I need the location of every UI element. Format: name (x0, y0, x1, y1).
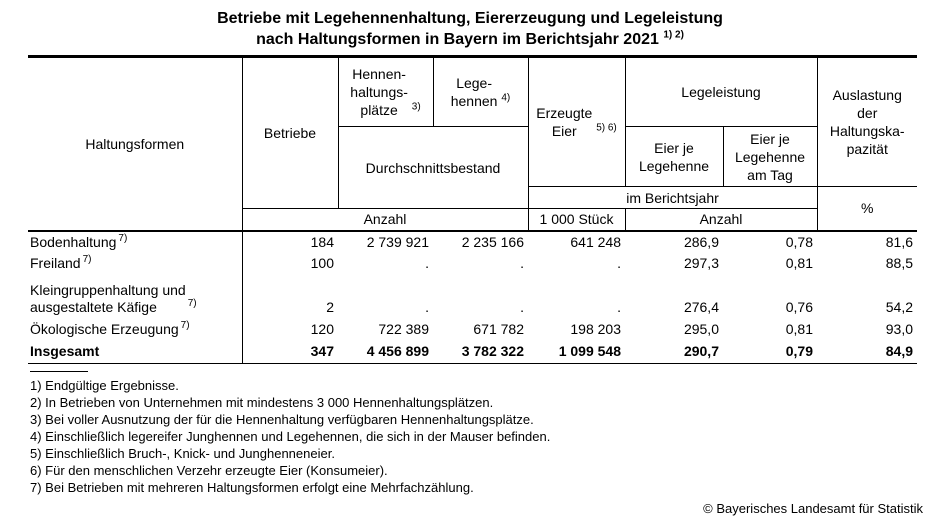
row-label: Freiland 7) (28, 252, 243, 275)
header-row-2: Durchschnittsbestand Eier je Legehenne E… (28, 126, 917, 209)
cell-eier-je-legehenne: 297,3 (683, 255, 719, 271)
cell-hennenhaltungsplaetze: 4 456 899 (338, 340, 433, 364)
col-header-eier-je-legehenne-am-tag: Eier je Legehenne am Tag (722, 126, 818, 187)
cell-betriebe: 2 (326, 298, 334, 315)
subheader-im-berichtsjahr: im Berichtsjahr (527, 186, 818, 209)
row-label: Insgesamt (28, 340, 243, 364)
title-footnote-marks: 1) 2) (663, 29, 684, 41)
header-row-1: Haltungsformen Betriebe Hennen- haltungs… (28, 56, 917, 232)
unit-header-prozent: % (816, 186, 917, 232)
col-header-legehennen: Lege- hennen 4) (432, 56, 529, 127)
cell-eier-je-legehenne-am-tag: 0,81 (785, 255, 813, 271)
cell-eier-je-legehenne: 286,9 (683, 233, 719, 250)
page-title-line2: nach Haltungsformen in Bayern im Bericht… (256, 29, 684, 48)
cell-betriebe: 184 (310, 233, 334, 250)
table-row-freiland: Freiland 7) 100 . . . 297,3 0,81 88,5 (28, 252, 917, 275)
col-header-erzeugte-eier: Erzeugte Eier 5) 6) (527, 56, 626, 187)
cell-erzeugte-eier: 198 203 (570, 321, 621, 337)
copyright-notice: © Bayerisches Landesamt für Statistik (703, 501, 923, 516)
cell-legehennen: 671 782 (473, 321, 524, 337)
footnote: 5) Einschließlich Bruch-, Knick- und Jun… (30, 446, 335, 461)
cell-hennenhaltungsplaetze: . (425, 255, 429, 271)
unit-header-anzahl-left: Anzahl (241, 208, 529, 232)
cell-legehennen: 3 782 322 (433, 340, 528, 364)
col-header-durchschnittsbestand: Durchschnittsbestand (337, 126, 529, 209)
cell-legehennen: 2 235 166 (461, 233, 524, 250)
col-header-hennenhaltungsplaetze: Hennen- haltungs- plätze 3) (337, 56, 434, 127)
cell-eier-je-legehenne-am-tag: 0,76 (785, 298, 813, 315)
cell-erzeugte-eier: . (617, 298, 621, 315)
cell-auslastung: 88,5 (885, 255, 913, 271)
unit-header-anzahl-right: Anzahl (624, 208, 818, 232)
cell-eier-je-legehenne: 290,7 (625, 340, 723, 364)
footnote-mark-7: 7) (118, 232, 128, 244)
row-label: Bodenhaltung 7) (28, 230, 243, 253)
table-row-bodenhaltung: Bodenhaltung 7) 184 2 739 921 2 235 166 6… (28, 230, 917, 253)
col-header-eier-je-legehenne: Eier je Legehenne (624, 126, 724, 187)
cell-eier-je-legehenne-am-tag: 0,79 (723, 340, 817, 364)
footnote-mark-7: 7) (180, 320, 190, 332)
cell-hennenhaltungsplaetze: . (425, 298, 429, 315)
page-title: Betriebe mit Legehennenhaltung, Eiererze… (0, 0, 940, 50)
cell-hennenhaltungsplaetze: 722 389 (378, 321, 429, 337)
footnote: 1) Endgültige Ergebnisse. (30, 378, 179, 393)
statistics-table: Haltungsformen Betriebe Hennen- haltungs… (28, 55, 917, 364)
footnote: 3) Bei voller Ausnutzung der für die Hen… (30, 412, 534, 427)
cell-eier-je-legehenne: 276,4 (683, 298, 719, 315)
row-label: Kleingruppenhaltung und ausgestaltete Kä… (28, 274, 243, 319)
footnote-mark-3: 3) (411, 101, 421, 113)
table-row-oekologische-erzeugung: Ökologische Erzeugung 7) 120 722 389 671 … (28, 318, 917, 341)
cell-erzeugte-eier: 1 099 548 (528, 340, 625, 364)
col-header-legeleistung: Legeleistung (624, 56, 818, 127)
cell-betriebe: 100 (310, 255, 334, 271)
cell-legehennen: . (520, 255, 524, 271)
col-header-betriebe: Betriebe (241, 56, 339, 209)
cell-betriebe: 347 (242, 340, 338, 364)
cell-auslastung: 81,6 (885, 233, 913, 250)
footnote: 4) Einschließlich legereifer Junghennen … (30, 429, 551, 444)
cell-auslastung: 54,2 (885, 298, 913, 315)
cell-erzeugte-eier: . (617, 255, 621, 271)
cell-legehennen: . (520, 298, 524, 315)
footnote-mark-7: 7) (82, 254, 92, 266)
footnote-divider (30, 371, 88, 372)
footnote-mark-4: 4) (501, 92, 511, 104)
col-header-auslastung: Auslastung der Haltungska- pazität (816, 56, 917, 187)
footnote: 2) In Betrieben von Unternehmen mit mind… (30, 395, 494, 410)
row-label: Ökologische Erzeugung 7) (28, 318, 243, 341)
footnotes-section: 1) Endgültige Ergebnisse. 2) In Betriebe… (30, 371, 940, 496)
table-row-insgesamt: Insgesamt 347 4 456 899 3 782 322 1 099 … (28, 340, 917, 364)
footnote: 6) Für den menschlichen Verzehr erzeugte… (30, 463, 388, 478)
header-row-4: Anzahl 1 000 Stück Anzahl (28, 208, 917, 232)
cell-auslastung: 93,0 (885, 321, 913, 337)
cell-eier-je-legehenne: 295,0 (683, 321, 719, 337)
page-title-line1: Betriebe mit Legehennenhaltung, Eiererze… (217, 10, 723, 27)
cell-erzeugte-eier: 641 248 (570, 233, 621, 250)
unit-header-1000-stueck: 1 000 Stück (527, 208, 626, 232)
footnote-mark-5-6: 5) 6) (596, 122, 617, 134)
cell-betriebe: 120 (310, 321, 334, 337)
cell-eier-je-legehenne-am-tag: 0,78 (785, 233, 813, 250)
cell-auslastung: 84,9 (817, 340, 917, 364)
footnote-mark-7: 7) (187, 297, 197, 309)
footnote: 7) Bei Betrieben mit mehreren Haltungsfo… (30, 480, 474, 495)
cell-eier-je-legehenne-am-tag: 0,81 (785, 321, 813, 337)
col-header-haltungsformen: Haltungsformen (28, 56, 243, 232)
table-row-kleingruppenhaltung: Kleingruppenhaltung und ausgestaltete Kä… (28, 274, 917, 319)
cell-hennenhaltungsplaetze: 2 739 921 (366, 233, 429, 250)
